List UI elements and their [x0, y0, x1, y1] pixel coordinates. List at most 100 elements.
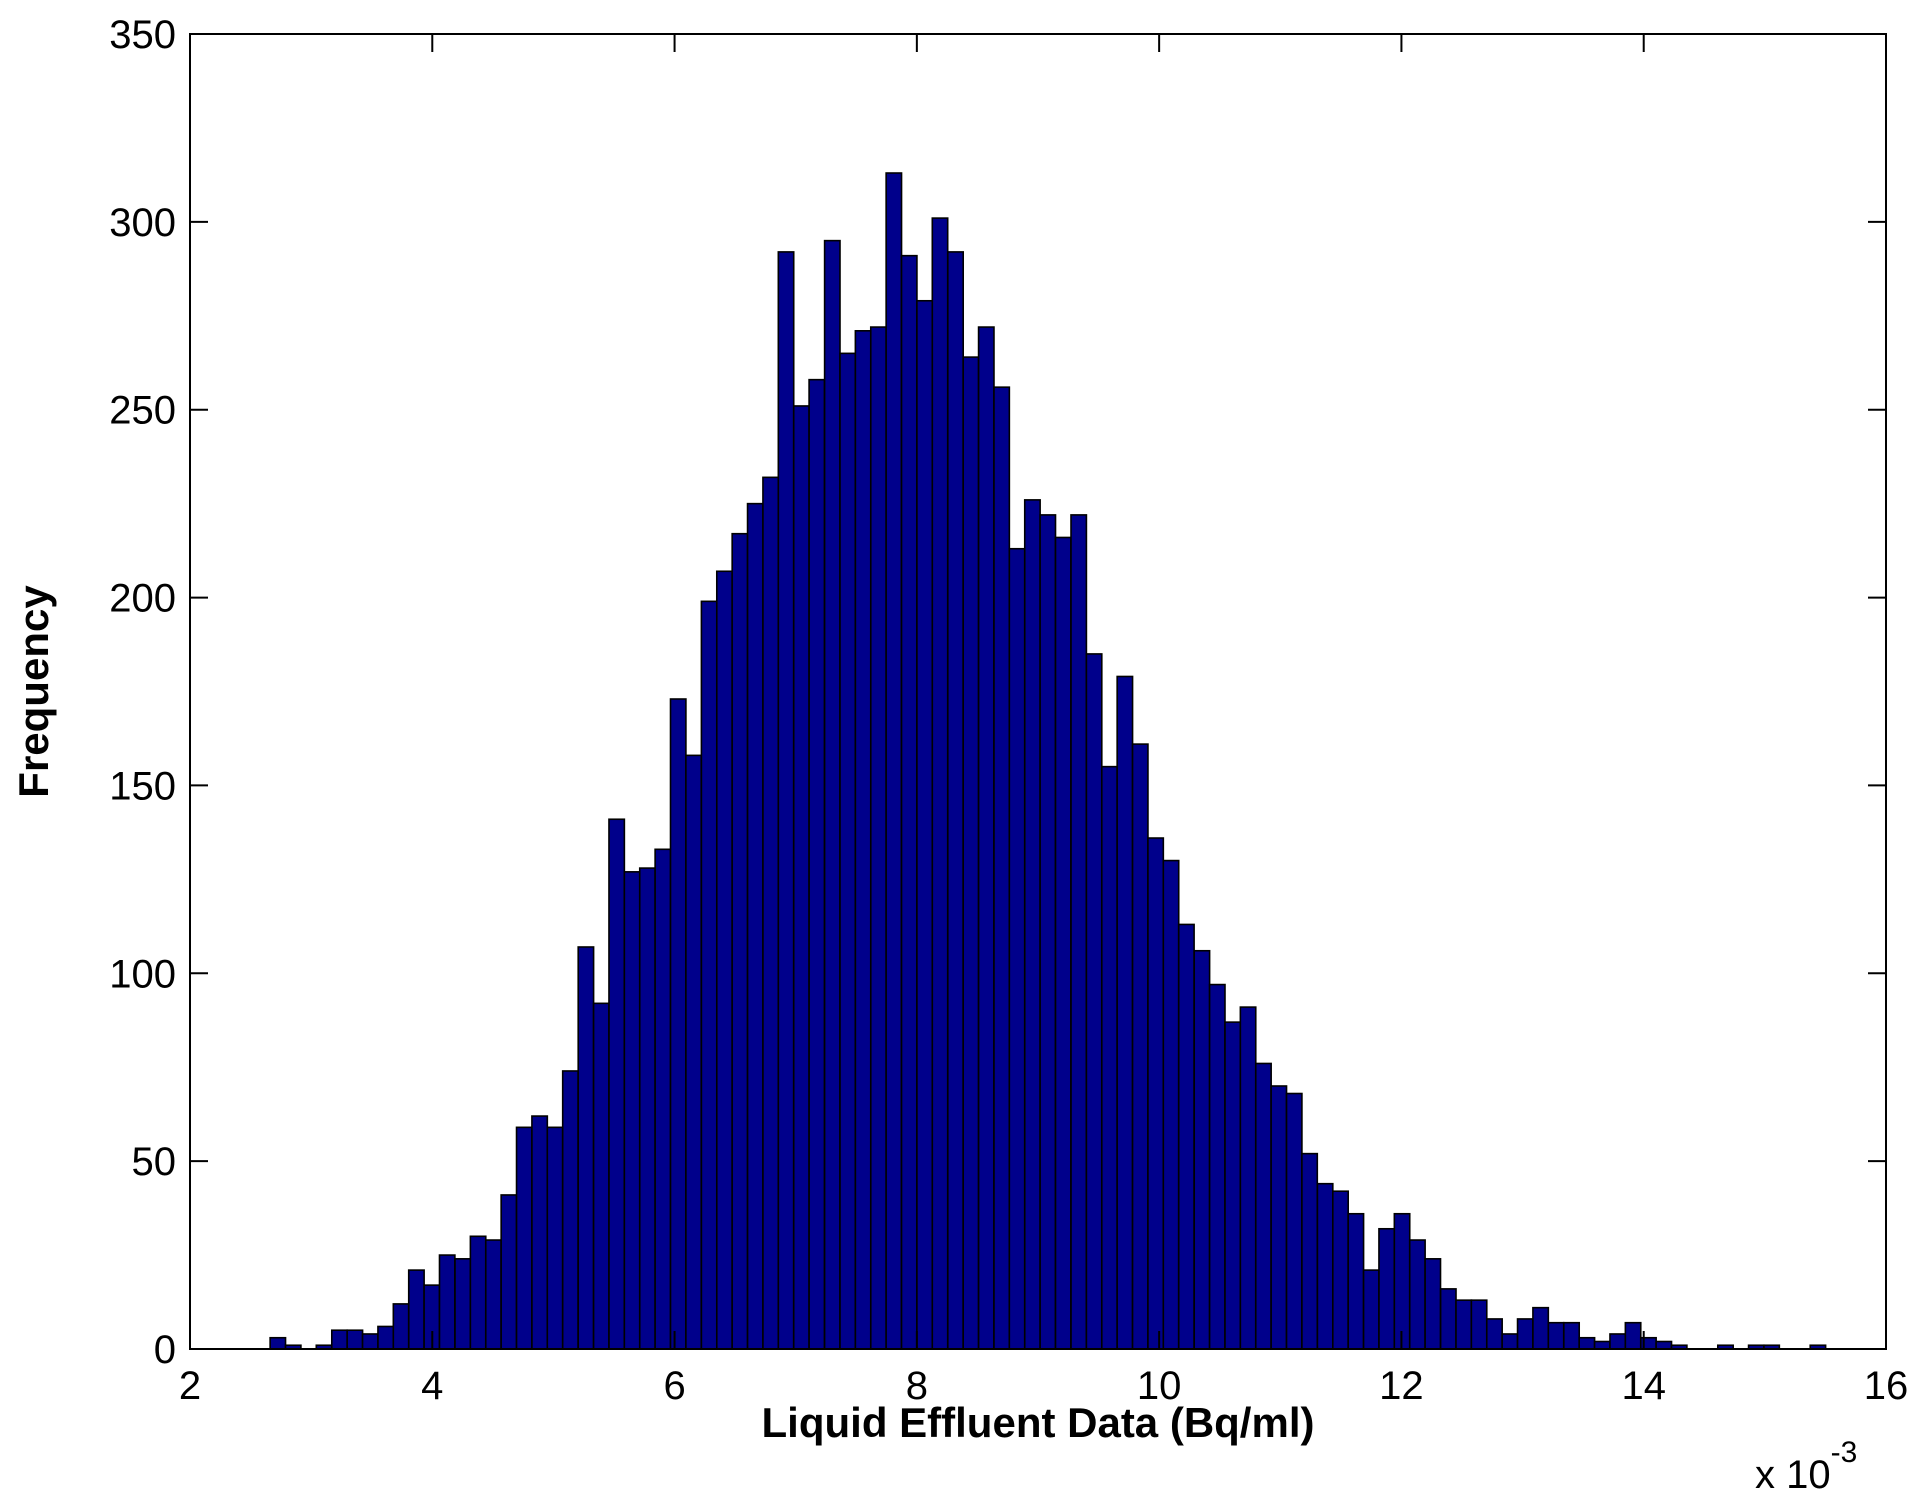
histogram-bar — [916, 299, 934, 1350]
histogram-bar — [1655, 1340, 1673, 1350]
histogram-bar — [1316, 1182, 1334, 1350]
x-axis-multiplier-exponent: -3 — [1831, 1436, 1858, 1469]
histogram-bar — [1270, 1085, 1288, 1350]
histogram-bar — [762, 476, 780, 1350]
histogram-bar — [885, 172, 903, 1350]
histogram-bar — [1362, 1269, 1380, 1350]
histogram-bar — [731, 532, 749, 1350]
x-tick-label: 14 — [1621, 1364, 1666, 1408]
histogram-bar — [531, 1115, 549, 1350]
y-tick-label: 50 — [132, 1140, 177, 1184]
histogram-bar — [577, 946, 595, 1350]
histogram-bar — [700, 600, 718, 1350]
y-tick-label: 350 — [109, 13, 176, 57]
histogram-bar — [1485, 1318, 1503, 1350]
histogram-bar — [1609, 1333, 1627, 1350]
histogram-bar — [500, 1194, 518, 1350]
histogram-bar — [1516, 1318, 1534, 1350]
histogram-bar — [1532, 1306, 1550, 1350]
histogram-bar — [1116, 675, 1134, 1350]
histogram-bar — [1131, 743, 1149, 1350]
y-tick-label: 250 — [109, 389, 176, 433]
histogram-bar — [1085, 653, 1103, 1350]
histogram-bar — [1378, 1227, 1396, 1350]
histogram-bar — [1224, 1021, 1242, 1350]
plot-frame — [189, 33, 1887, 1350]
histogram-bar — [454, 1258, 472, 1350]
histogram-bar — [515, 1126, 533, 1350]
x-tick-label: 16 — [1864, 1364, 1909, 1408]
histogram-bar — [777, 251, 795, 1350]
histogram-bar — [592, 1002, 610, 1350]
y-tick-label: 300 — [109, 201, 176, 245]
histogram-bar — [623, 871, 641, 1350]
histogram-bar — [1424, 1258, 1442, 1350]
histogram-bar — [993, 386, 1011, 1350]
x-tick-label: 10 — [1137, 1364, 1182, 1408]
histogram-bar — [1147, 837, 1165, 1350]
histogram-bar — [1285, 1092, 1303, 1350]
histogram-bar — [1408, 1239, 1426, 1350]
histogram-bar — [1008, 547, 1026, 1350]
histogram-bar — [1070, 514, 1088, 1350]
histogram-bar — [931, 217, 949, 1350]
histogram-bar — [1470, 1299, 1488, 1350]
histogram-bar — [484, 1239, 502, 1350]
histogram-bar — [1023, 499, 1041, 1350]
histogram-bar — [1439, 1288, 1457, 1350]
histogram-bar — [977, 326, 995, 1350]
x-tick-label: 12 — [1379, 1364, 1424, 1408]
x-tick-label: 2 — [179, 1364, 201, 1408]
histogram-bar — [1208, 983, 1226, 1350]
histogram-bar — [823, 239, 841, 1350]
histogram-bar — [1393, 1212, 1411, 1350]
axis-tick-labels: 2 4 6 8 10 12 14 16 0 50 100 150 200 250 300 350 — [109, 13, 1908, 1408]
histogram-bar — [561, 1070, 579, 1350]
axis-ticks — [189, 33, 1887, 1350]
x-tick-label: 8 — [906, 1364, 928, 1408]
histogram-bar — [839, 352, 857, 1350]
histogram-bar — [946, 251, 964, 1350]
histogram-bar — [715, 570, 733, 1350]
y-tick-label: 0 — [154, 1328, 176, 1372]
x-axis-multiplier: x 10-3 — [1755, 1436, 1857, 1497]
histogram-bar — [869, 326, 887, 1350]
histogram-bar — [1501, 1333, 1519, 1350]
histogram-bar — [685, 754, 703, 1350]
histogram-bar — [1254, 1062, 1272, 1350]
histogram-bar — [392, 1303, 410, 1350]
x-axis-title: Liquid Effluent Data (Bq/ml) — [762, 1399, 1315, 1446]
histogram-bar — [438, 1254, 456, 1350]
histogram-bar — [654, 848, 672, 1350]
y-tick-label: 200 — [109, 577, 176, 621]
histogram-bar — [1177, 923, 1195, 1350]
histogram-bar — [1347, 1212, 1365, 1350]
histogram-bar — [346, 1329, 364, 1350]
histogram-bar — [269, 1336, 287, 1350]
histogram-bar — [608, 818, 626, 1350]
histogram-bar — [1624, 1321, 1642, 1350]
histogram-bar — [1239, 1006, 1257, 1350]
histogram-bar — [1039, 514, 1057, 1350]
histogram-bar — [746, 502, 764, 1350]
histogram-bar — [1593, 1340, 1611, 1350]
histogram-bar — [1455, 1299, 1473, 1350]
histogram-bar — [638, 867, 656, 1350]
histogram-bar — [808, 378, 826, 1350]
histogram-bars — [269, 172, 1827, 1350]
histogram-bar — [792, 405, 810, 1350]
y-tick-label: 150 — [109, 764, 176, 808]
histogram-bar — [1100, 765, 1118, 1350]
histogram-bar — [1563, 1321, 1581, 1350]
histogram-bar — [361, 1333, 379, 1350]
histogram-bar — [1162, 859, 1180, 1350]
histogram-bar — [1193, 949, 1211, 1350]
y-axis-title: Frequency — [10, 585, 57, 798]
histogram-bar — [407, 1269, 425, 1350]
histogram-bar — [1332, 1190, 1350, 1350]
x-tick-label: 4 — [421, 1364, 443, 1408]
histogram-bar — [1301, 1152, 1319, 1350]
histogram-bar — [1054, 536, 1072, 1350]
histogram-bar — [854, 330, 872, 1350]
